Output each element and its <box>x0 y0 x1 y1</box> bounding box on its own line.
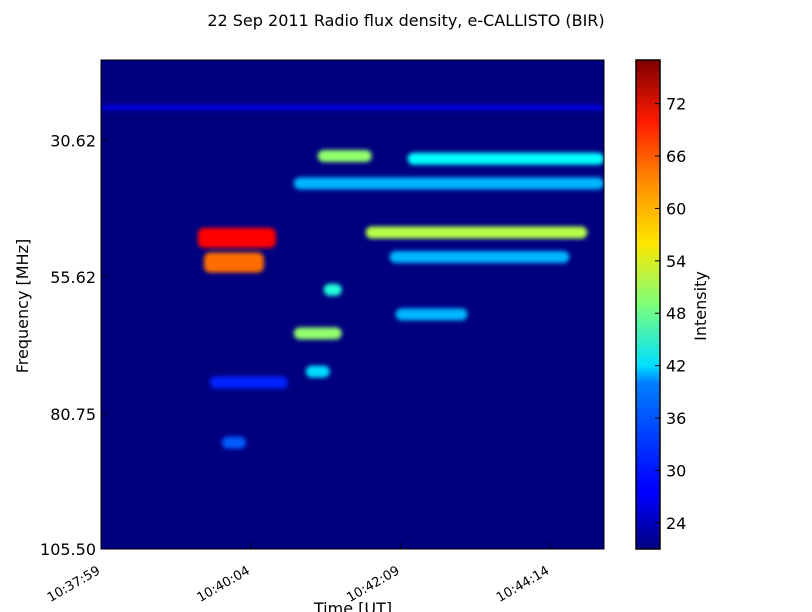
y-tick-label: 30.62 <box>50 131 96 150</box>
x-tick-label: 10:44:14 <box>494 563 552 605</box>
spectrogram-feature-3 <box>293 327 342 340</box>
spectrogram-feature-6 <box>407 152 604 165</box>
spectrogram-feature-2 <box>323 283 342 296</box>
colorbar-tick-label: 66 <box>666 147 686 166</box>
colorbar-tick-label: 48 <box>666 304 686 323</box>
colorbar-tick-label: 60 <box>666 199 686 218</box>
colorbar-tick-label: 72 <box>666 95 686 114</box>
y-tick-label: 105.50 <box>40 540 96 559</box>
colorbar-tick-label: 30 <box>666 461 686 480</box>
spectrogram-feature-0 <box>198 227 276 248</box>
plot-frame <box>100 59 605 550</box>
y-tick-label: 80.75 <box>50 405 96 424</box>
spectrogram-feature-12 <box>221 436 246 449</box>
spectrogram-feature-11 <box>209 376 288 389</box>
spectrogram-feature-1 <box>203 252 264 273</box>
spectrogram-feature-7 <box>293 177 604 190</box>
x-tick-label: 10:40:04 <box>195 563 253 605</box>
colorbar-label: Intensity <box>691 271 710 341</box>
spectrogram-feature-13 <box>101 105 604 110</box>
colorbar-tick-label: 24 <box>666 514 686 533</box>
colorbar-tick-label: 42 <box>666 357 686 376</box>
spectrogram-feature-4 <box>305 365 330 378</box>
spectrogram-feature-5 <box>317 150 372 163</box>
chart-title: 22 Sep 2011 Radio flux density, e-CALLIS… <box>207 11 604 30</box>
spectrogram-feature-9 <box>389 251 570 264</box>
y-tick-label: 55.62 <box>50 268 96 287</box>
spectrogram-feature-10 <box>395 308 468 321</box>
colorbar-tick-label: 54 <box>666 252 686 271</box>
colorbar-tick-label: 36 <box>666 409 686 428</box>
y-axis-label: Frequency [MHz] <box>13 239 32 373</box>
x-tick-label: 10:37:59 <box>45 563 103 605</box>
x-axis-label: Time [UT] <box>313 599 392 612</box>
spectrogram-feature-8 <box>365 226 588 239</box>
spectrogram-background <box>101 60 604 549</box>
colorbar <box>635 59 661 550</box>
